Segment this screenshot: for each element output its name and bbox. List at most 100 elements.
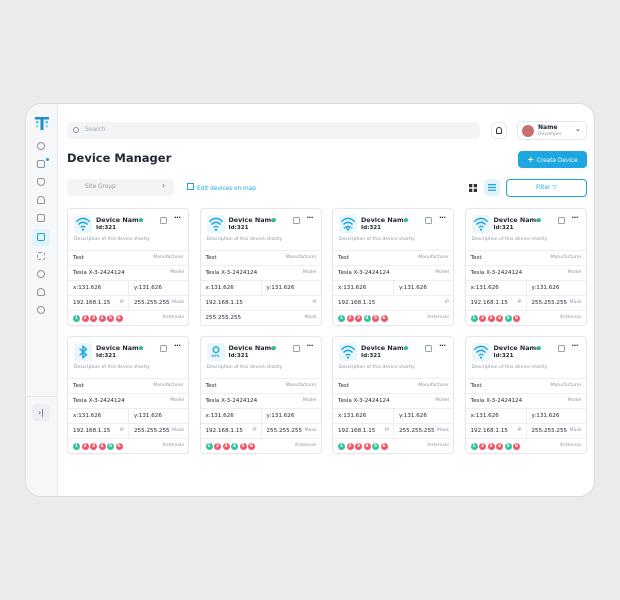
info-cell: 255.255.255 Mask xyxy=(525,424,586,438)
info-cell: 255.255.255 Mask xyxy=(260,424,321,438)
more-button[interactable]: ··· xyxy=(306,342,314,350)
antenna-indicator: 1 xyxy=(470,315,478,322)
map-link[interactable]: Edit devices on map xyxy=(187,183,256,192)
antenna-indicator: 5 xyxy=(372,315,379,322)
cell-value: Tesla X-3-2424124 xyxy=(470,398,523,404)
antenna-indicator: 2 xyxy=(346,443,354,450)
device-id: Id:321 xyxy=(493,225,514,231)
info-cell: Test Manufacturer xyxy=(68,251,188,265)
info-row: 1 2 3 4 5 6 Antennas xyxy=(333,310,453,325)
select-checkbox[interactable] xyxy=(292,345,300,352)
list-view-toggle[interactable] xyxy=(484,179,500,196)
nav-scan[interactable] xyxy=(37,252,45,260)
nav-users[interactable] xyxy=(37,288,45,296)
filter-icon: ▽ xyxy=(552,185,557,191)
antennas-label: Antennas xyxy=(162,315,184,320)
info-cell: Tesla X-3-2424124 Model xyxy=(68,266,188,280)
select-checkbox[interactable] xyxy=(557,217,565,224)
nav-device-manager[interactable] xyxy=(37,233,45,241)
cell-label: IP xyxy=(312,300,317,305)
info-cell: Test Manufacturer xyxy=(201,251,321,265)
cell-value: Tesla X-3-2424124 xyxy=(338,270,390,276)
info-cell: y:131.626 xyxy=(393,281,453,295)
antenna-indicator: 2 xyxy=(81,315,89,322)
info-cell: y:131.626 xyxy=(525,409,586,423)
info-cell: Tesla X-3-2424124 Model xyxy=(68,394,188,408)
info-row: 192.168.1.15 IP xyxy=(333,295,453,310)
select-checkbox[interactable] xyxy=(160,217,167,224)
status-dot xyxy=(404,346,408,350)
antenna-indicator: 4 xyxy=(363,443,371,450)
notifications-button[interactable] xyxy=(491,122,507,139)
cell-label: Model xyxy=(567,270,582,275)
cell-label: Model xyxy=(302,270,317,275)
antennas-label: Antennas xyxy=(427,315,449,320)
more-button[interactable]: ··· xyxy=(571,342,579,350)
antenna-indicator: 2 xyxy=(346,315,354,322)
info-cell: 255.255.255 Mask xyxy=(128,296,188,310)
search-placeholder: Search xyxy=(85,126,106,133)
nav-devices[interactable] xyxy=(37,160,45,168)
select-checkbox[interactable] xyxy=(160,345,167,352)
info-row: 1 2 3 4 5 6 Antennas xyxy=(68,438,188,453)
info-cell: Test Manufacturer xyxy=(68,379,188,393)
create-device-label: Create Device xyxy=(536,158,578,164)
info-cell: 255.255.255 Mask xyxy=(128,424,188,438)
nav-settings[interactable] xyxy=(37,306,45,314)
collapse-button[interactable]: ›| xyxy=(32,404,50,421)
select-checkbox[interactable] xyxy=(557,345,565,352)
cell-value: 192.168.1.15 xyxy=(470,300,508,306)
more-button[interactable]: ··· xyxy=(174,342,181,350)
more-button[interactable]: ··· xyxy=(571,214,579,222)
antennas-label: Antennas xyxy=(162,443,184,448)
select-checkbox[interactable] xyxy=(425,345,432,352)
info-cell: y:131.626 xyxy=(128,409,188,423)
info-row: Tesla X-3-2424124 Model xyxy=(465,393,586,408)
sidebar: ›| xyxy=(26,104,58,496)
cell-value: y:131.626 xyxy=(134,285,162,291)
site-group-select[interactable]: Site Group › xyxy=(67,179,174,196)
status-dot xyxy=(139,218,143,222)
cell-value: y:131.626 xyxy=(134,413,162,419)
search-bar[interactable]: Search xyxy=(67,122,480,139)
antenna-indicator: 5 xyxy=(107,443,114,450)
info-row: Test Manufacturer xyxy=(333,250,453,265)
cell-label: Mask xyxy=(304,315,317,320)
info-cell: Test Manufacturer xyxy=(333,379,453,393)
nav-storage[interactable] xyxy=(37,214,45,222)
antenna-indicator: 4 xyxy=(363,315,371,322)
cell-value: 255.255.255 xyxy=(399,428,435,434)
device-icon xyxy=(74,343,92,361)
cell-value: Test xyxy=(73,383,85,389)
info-row: 1 2 3 4 5 6 Antennas xyxy=(333,438,453,453)
user-menu[interactable]: Name Developer ⌄ xyxy=(517,121,587,140)
info-row: x:131.626 y:131.626 xyxy=(200,408,321,423)
device-id: Id:321 xyxy=(493,353,514,359)
nav-dashboard[interactable] xyxy=(37,142,45,150)
more-button[interactable]: ··· xyxy=(174,214,181,222)
create-device-button[interactable]: + Create Device xyxy=(518,151,587,168)
nav-security[interactable] xyxy=(37,178,45,186)
device-description: Description of this device shortly xyxy=(339,365,415,370)
select-checkbox[interactable] xyxy=(292,217,300,224)
nav-alerts[interactable] xyxy=(37,196,45,204)
cell-label: Model xyxy=(567,398,582,403)
cell-value: 192.168.1.15 xyxy=(73,300,111,306)
antenna-indicator: 5 xyxy=(372,443,379,450)
info-cell: 192.168.1.15 IP xyxy=(466,424,526,438)
more-button[interactable]: ··· xyxy=(439,214,446,222)
more-button[interactable]: ··· xyxy=(306,214,314,222)
nav-tags[interactable] xyxy=(37,270,45,278)
info-cell: y:131.626 xyxy=(393,409,453,423)
cell-value: 255.255.255 xyxy=(134,300,170,306)
select-checkbox[interactable] xyxy=(425,217,432,224)
device-description: Description of this device shortly xyxy=(74,237,150,242)
more-button[interactable]: ··· xyxy=(439,342,446,350)
grid-view-toggle[interactable] xyxy=(469,184,477,192)
plus-icon: + xyxy=(527,155,537,164)
filter-button[interactable]: Filter ▽ xyxy=(506,179,587,197)
antenna-indicator: 4 xyxy=(496,443,503,450)
device-icon: GPS xyxy=(206,343,225,361)
list-icon xyxy=(488,184,496,191)
info-cell: Tesla X-3-2424124 Model xyxy=(333,394,453,408)
